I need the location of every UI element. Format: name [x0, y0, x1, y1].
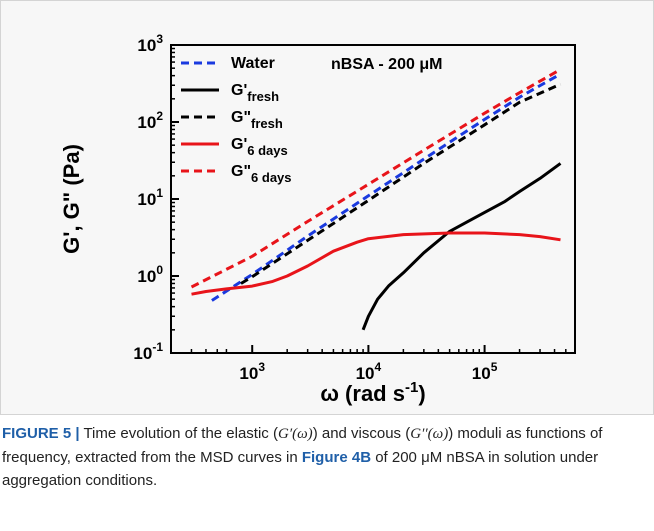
caption-g-prime: G′(ω) [277, 426, 313, 442]
x-axis-title-main: ω (rad s [320, 381, 405, 406]
y-tick-label: 102 [137, 109, 163, 132]
series-line-3 [191, 231, 561, 296]
series-line-2 [240, 82, 562, 285]
x-axis-title: ω (rad s-1) [320, 379, 425, 406]
y-tick-label: 103 [137, 32, 163, 55]
axis-ticks: 103 104 105 10-1 100 101 102 103 [133, 32, 576, 383]
y-axis-title: G', G" (Pa) [59, 144, 84, 254]
series-line-0 [211, 72, 562, 302]
legend-label-1: G'fresh [231, 82, 279, 104]
series-line-4 [190, 68, 562, 289]
y-tick-label: 100 [137, 263, 163, 286]
x-tick-label: 103 [239, 360, 265, 383]
caption-figure-ref[interactable]: Figure 4B [301, 449, 372, 466]
series-line-1 [361, 162, 562, 331]
figure-caption: FIGURE 5 | Time evolution of the elastic… [2, 422, 652, 492]
figure-panel: 103 104 105 10-1 100 101 102 103 nBSA - 200 μM … [0, 0, 654, 415]
caption-text-2: ) and viscous ( [312, 425, 411, 442]
y-tick-label: 10-1 [133, 340, 163, 363]
legend-label-3: G'6 days [231, 136, 288, 158]
chart-annotation: nBSA - 200 μM [331, 56, 442, 73]
x-axis-title-sup: -1 [405, 379, 418, 396]
caption-text-3: ) moduli as functions of frequency, extr… [2, 425, 603, 466]
x-axis-title-end: ) [418, 381, 425, 406]
caption-text-1: Time evolution of the elastic ( [79, 425, 278, 442]
x-tick-label: 104 [356, 360, 382, 383]
legend: Water G'fresh G"fresh G'6 days G"6 days [181, 55, 292, 185]
y-tick-label: 101 [137, 186, 163, 209]
x-tick-label: 105 [472, 360, 498, 383]
legend-label-4: G"6 days [231, 163, 292, 185]
caption-figure-label: FIGURE 5 | [2, 425, 80, 442]
caption-text-4: of 200 μM nBSA in solution under aggrega… [2, 449, 599, 489]
legend-label-2: G"fresh [231, 109, 283, 131]
series-layer [190, 68, 562, 331]
legend-label-0: Water [231, 55, 275, 72]
caption-g-double-prime: G′′(ω) [410, 426, 449, 442]
